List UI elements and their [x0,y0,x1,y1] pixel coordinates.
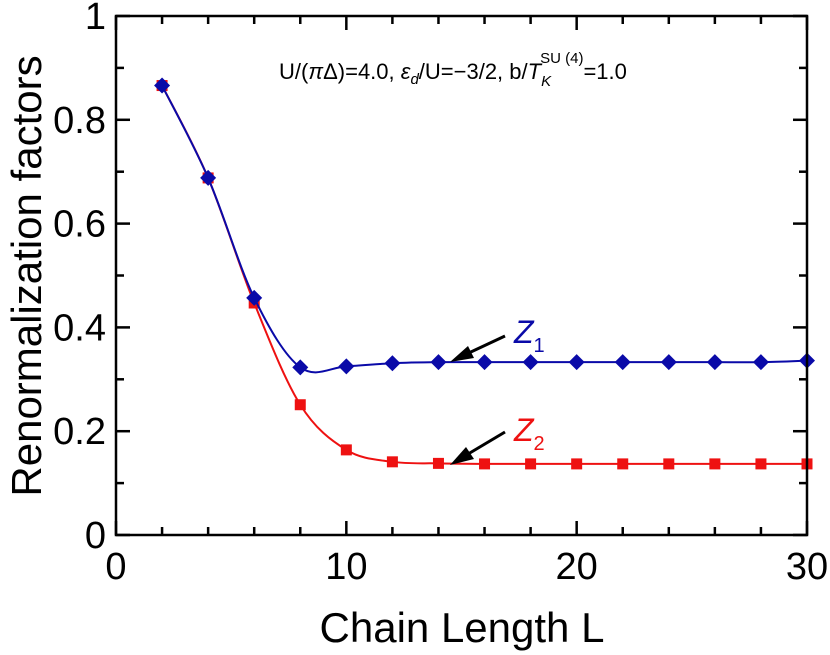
series-layer [154,77,815,470]
data-point-z1 [568,354,585,371]
data-point-z1 [614,354,631,371]
z1-arrowhead [450,346,474,362]
plot-frame [114,14,809,537]
y-tick-label: 0 [85,515,106,557]
y-tick-label: 0.4 [53,307,106,349]
data-point-z2 [525,458,537,470]
data-point-z2 [479,458,491,470]
data-point-z2 [294,399,306,411]
series-z1 [154,77,815,376]
annotation-epsilon: ε [401,59,411,84]
x-tick-label: 10 [325,546,367,588]
data-point-z1 [706,354,723,371]
series-z2 [156,80,813,470]
data-point-z1 [338,358,355,375]
data-point-z1 [430,354,447,371]
z1-label: Z1 [450,314,545,362]
data-point-z2 [432,457,444,469]
data-point-z1 [292,359,309,376]
annotation-prefix: U/( [279,59,309,84]
data-point-z2 [617,458,629,470]
y-tick-label: 0.6 [53,204,106,246]
z2-text: Z2 [513,412,545,455]
annotation-T: T [528,59,543,84]
data-point-z2 [709,458,721,470]
x-tick-label: 0 [105,546,126,588]
z2-arrowhead [450,447,474,465]
x-tick-label: 20 [556,546,598,588]
y-tick-label: 0.8 [53,100,106,142]
annotation-pi: π [308,59,324,84]
data-point-z1 [154,77,171,94]
data-point-z1 [660,354,677,371]
annotation-eps-sub: d [410,71,419,88]
data-point-z2 [386,456,398,468]
series-line-z2 [161,85,807,465]
data-point-z1 [246,289,263,306]
x-tick-label: 30 [786,546,828,588]
data-point-z2 [663,458,675,470]
y-tick-label: 0.2 [53,411,106,453]
data-point-z2 [755,458,767,470]
z1-text: Z1 [513,314,545,357]
data-point-z1 [384,355,401,372]
y-axis-title: Renormalization factors [3,55,50,496]
data-point-z1 [476,354,493,371]
annotation-after-eps: /U=−3/2, b/ [419,59,529,84]
z2-label: Z2 [450,412,545,465]
tick-labels: 00.20.40.60.810 10 20 30 [53,0,828,588]
annotation-middle: Δ)=4.0, [323,59,401,84]
annotation-T-sub: K [541,73,552,90]
data-point-z1 [522,354,539,371]
data-point-z1 [752,354,769,371]
annotation-suffix: =1.0 [583,59,626,84]
data-point-z2 [340,444,352,456]
annotation-T-sup: SU (4) [540,50,583,67]
series-line-z1 [161,85,808,374]
data-point-z2 [571,458,583,470]
parameter-annotation: U/(πΔ)=4.0, εd/U=−3/2, b/TK SU (4)=1.0 [279,50,627,90]
x-axis-title: Chain Length L [320,604,605,651]
y-tick-label: 1 [85,0,106,38]
data-point-z1 [200,169,217,186]
